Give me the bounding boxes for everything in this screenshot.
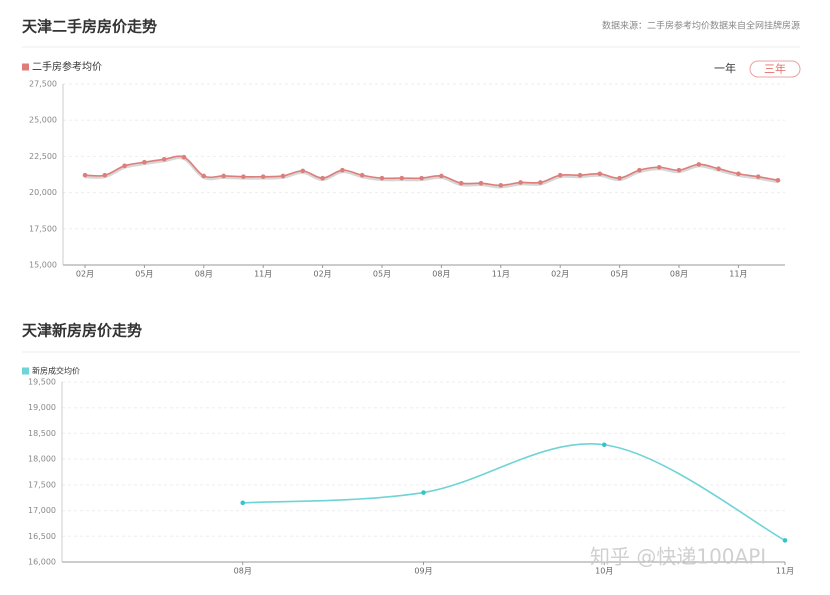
y-tick-label: 27,500 (29, 80, 57, 89)
point (340, 167, 345, 173)
x-tick-label: 02月 (76, 270, 94, 279)
point (498, 183, 504, 188)
point (122, 163, 127, 169)
range-button-frame[interactable] (749, 60, 801, 78)
point (201, 173, 207, 179)
legend-label: 二手房参考均价 (32, 60, 102, 73)
y-tick-label: 17,000 (28, 506, 56, 515)
x-tick-label: 05月 (373, 270, 391, 279)
point (399, 175, 405, 181)
point (142, 159, 147, 165)
point (736, 171, 741, 177)
point (597, 171, 603, 177)
y-tick-label: 15,000 (29, 261, 57, 270)
y-tick-label: 25,000 (29, 116, 57, 125)
point (518, 180, 523, 185)
x-tick-label: 08月 (432, 270, 450, 279)
point (782, 538, 788, 543)
x-tick-label: 09月 (414, 567, 432, 576)
x-tick-label: 05月 (611, 270, 629, 279)
point (617, 175, 622, 181)
x-tick-label: 02月 (314, 270, 332, 279)
x-tick-label: 11月 (729, 270, 747, 279)
y-tick-label: 20,000 (29, 188, 57, 197)
x-tick-label: 08月 (234, 567, 252, 576)
point (538, 180, 543, 185)
point (478, 180, 484, 186)
x-tick-label: 11月 (776, 567, 794, 576)
chart-title: 天津二手房房价走势 (22, 18, 157, 36)
x-tick-label: 10月 (595, 567, 613, 576)
point (241, 174, 246, 179)
point (421, 490, 426, 495)
point (716, 166, 721, 172)
point (676, 167, 682, 173)
x-tick-label: 08月 (670, 270, 688, 279)
point (577, 172, 583, 178)
x-tick-label: 08月 (195, 270, 213, 279)
point (181, 154, 187, 160)
series-line (242, 443, 786, 542)
point (439, 173, 444, 179)
range-button[interactable]: 一年 (714, 61, 736, 75)
point (280, 173, 286, 179)
point (300, 168, 306, 174)
y-tick-label: 18,500 (28, 429, 56, 438)
point (102, 172, 108, 178)
x-tick-label: 11月 (254, 270, 272, 279)
range-button[interactable]: 三年 (764, 62, 786, 76)
legend-swatch (22, 367, 29, 375)
y-tick-label: 18,000 (28, 455, 56, 464)
chart-title: 天津新房房价走势 (22, 322, 142, 340)
point (775, 177, 781, 183)
y-tick-label: 19,000 (28, 403, 56, 412)
point (656, 164, 662, 170)
x-tick-label: 05月 (135, 270, 153, 279)
point (221, 173, 226, 179)
y-tick-label: 17,500 (28, 480, 56, 489)
watermark: 知乎 @快递100API (590, 545, 766, 569)
point (82, 172, 88, 178)
point (161, 156, 167, 162)
point (419, 175, 424, 181)
y-tick-label: 22,500 (29, 152, 57, 161)
point (696, 162, 702, 167)
point (320, 175, 325, 181)
y-tick-label: 17,500 (29, 224, 57, 233)
y-tick-label: 16,000 (28, 558, 56, 567)
point (359, 172, 365, 178)
y-tick-label: 19,500 (28, 378, 56, 387)
point (637, 167, 642, 173)
point (240, 500, 246, 506)
x-tick-label: 02月 (551, 270, 569, 279)
source-note: 数据来源：二手房参考均价数据来自全网挂牌房源 (602, 20, 800, 32)
point (458, 180, 464, 186)
point (379, 175, 385, 181)
legend-label: 新房成交均价 (32, 366, 80, 376)
legend-swatch (22, 63, 29, 71)
point (755, 174, 761, 179)
y-tick-label: 16,500 (28, 532, 56, 541)
point (557, 172, 563, 178)
x-tick-label: 11月 (492, 270, 510, 279)
point (260, 174, 266, 179)
point (601, 442, 607, 448)
